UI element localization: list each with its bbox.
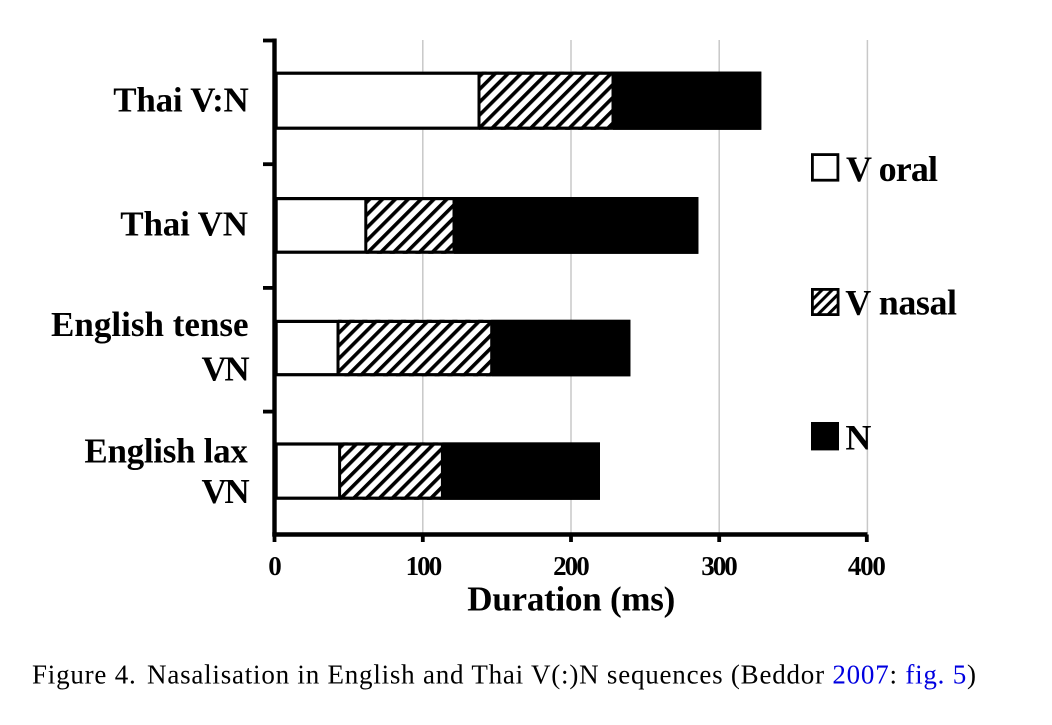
svg-text:Figure 4. Nasalisation in Engl: Figure 4. Nasalisation in English and Th… — [32, 659, 977, 689]
svg-text:VN: VN — [202, 472, 250, 511]
svg-text:400: 400 — [848, 551, 886, 581]
svg-text:English tense: English tense — [51, 305, 249, 344]
svg-text:Duration (ms): Duration (ms) — [467, 579, 675, 618]
svg-text:English lax: English lax — [84, 432, 248, 471]
svg-text:Thai V:N: Thai V:N — [113, 81, 248, 120]
svg-text:Thai VN: Thai VN — [120, 205, 248, 244]
svg-text:300: 300 — [701, 551, 738, 581]
svg-text:0: 0 — [268, 551, 282, 581]
svg-text:200: 200 — [553, 551, 590, 581]
svg-text:N: N — [845, 418, 871, 458]
svg-text:100: 100 — [406, 551, 443, 581]
svg-text:V oral: V oral — [846, 149, 938, 189]
svg-text:VN: VN — [202, 350, 250, 389]
svg-text:V nasal: V nasal — [845, 283, 957, 323]
